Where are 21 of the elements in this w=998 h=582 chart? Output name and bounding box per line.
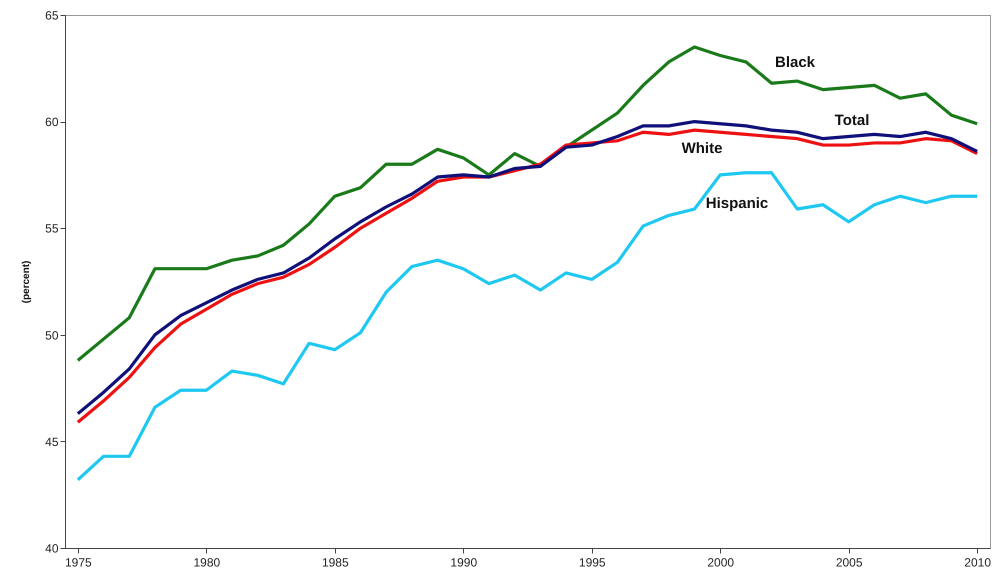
y-tick-label: 55 — [45, 222, 59, 236]
y-tick-label: 50 — [45, 328, 59, 342]
x-tick-label: 1980 — [193, 556, 220, 570]
x-tick-label: 2005 — [836, 556, 863, 570]
x-tick-label: 1985 — [322, 556, 349, 570]
x-tick-label: 1975 — [64, 556, 92, 570]
x-tick-label: 2000 — [707, 556, 734, 570]
y-tick-label: 45 — [45, 434, 59, 449]
y-tick-label: 60 — [45, 115, 59, 130]
series-label: Black — [774, 54, 816, 71]
x-tick-label: 1995 — [578, 556, 606, 570]
series-label: White — [682, 140, 722, 157]
x-tick-label: 1990 — [450, 556, 478, 570]
x-tick-label: 2010 — [964, 556, 992, 570]
line-series — [76, 45, 979, 362]
series-label: Total — [834, 112, 870, 129]
line-series — [76, 171, 979, 482]
y-tick-label: 40 — [45, 542, 59, 556]
y-tick-label: 65 — [45, 8, 59, 22]
y-axis-title: (percent) — [21, 260, 32, 304]
series-label: Hispanic — [706, 195, 768, 212]
